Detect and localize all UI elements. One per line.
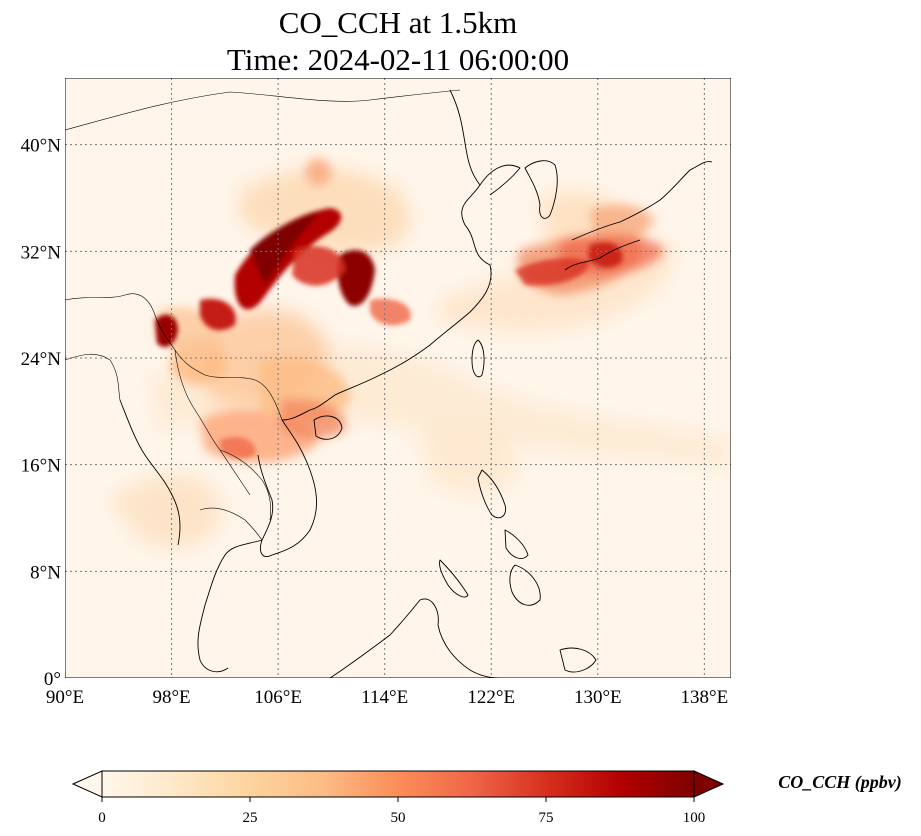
x-tick-label: 130°E xyxy=(574,687,622,708)
colorbar-tick-label: 75 xyxy=(539,810,554,826)
colorbar: 0 25 50 75 100 CO_CCH (ppbv) xyxy=(71,770,902,826)
co-concentration-field xyxy=(110,158,731,548)
y-tick-label: 40°N xyxy=(21,136,62,157)
gridlines xyxy=(65,78,731,678)
map-title-line1: CO_CCH at 1.5km xyxy=(279,5,518,40)
y-tick-label: 16°N xyxy=(21,456,62,477)
china-north-border xyxy=(65,89,461,131)
palawan-coastline xyxy=(439,559,469,598)
y-tick-label: 0° xyxy=(44,669,61,690)
x-tick-label: 138°E xyxy=(681,687,729,708)
x-tick-label: 98°E xyxy=(152,687,190,708)
taiwan-coastline xyxy=(471,339,485,378)
country-borders xyxy=(65,89,461,541)
colorbar-label: CO_CCH (ppbv) xyxy=(778,772,902,793)
map-panel xyxy=(65,78,731,678)
sulawesi-coastline xyxy=(559,647,597,673)
x-tick-labels: 90°E 98°E 106°E 114°E 122°E 130°E 138°E xyxy=(46,687,728,708)
liaodong-coastline xyxy=(479,164,521,196)
myanmar-coastline xyxy=(119,399,181,546)
hainan-coastline xyxy=(313,415,343,440)
x-tick-label: 114°E xyxy=(361,687,408,708)
japan-coastline xyxy=(564,161,713,271)
colorbar-tick-label: 50 xyxy=(391,810,406,826)
x-tick-label: 106°E xyxy=(254,687,302,708)
coastlines xyxy=(119,89,713,678)
laos-vietnam-border xyxy=(219,449,272,521)
y-tick-label: 8°N xyxy=(30,562,61,583)
map-title-line2: Time: 2024-02-11 06:00:00 xyxy=(227,42,569,77)
visayas-coastline xyxy=(504,529,529,559)
y-tick-labels: 0° 8°N 16°N 24°N 32°N 40°N xyxy=(21,136,62,690)
colorbar-ticks: 0 25 50 75 100 xyxy=(98,797,705,826)
colorbar-tick-label: 25 xyxy=(243,810,258,826)
y-tick-label: 24°N xyxy=(21,349,62,370)
colorbar-extend-min xyxy=(71,770,103,798)
india-bangladesh-border xyxy=(65,353,121,401)
korea-coastline xyxy=(524,160,558,219)
myanmar-laos-border xyxy=(174,349,251,496)
colorbar-extend-max xyxy=(693,770,725,798)
colorbar-gradient xyxy=(101,770,695,798)
colorbar-tick-label: 0 xyxy=(98,810,106,826)
colorbar-tick-label: 100 xyxy=(683,810,706,826)
y-tick-label: 32°N xyxy=(21,242,62,263)
x-tick-label: 122°E xyxy=(467,687,515,708)
indochina-coastline xyxy=(257,419,318,557)
borneo-coastline xyxy=(329,598,501,678)
mindanao-coastline xyxy=(509,564,541,606)
thailand-cambodia-border xyxy=(199,507,263,541)
gulf-thailand-coastline xyxy=(197,539,263,673)
x-tick-label: 90°E xyxy=(46,687,84,708)
china-coastline xyxy=(281,89,492,421)
luzon-coastline xyxy=(477,469,507,519)
